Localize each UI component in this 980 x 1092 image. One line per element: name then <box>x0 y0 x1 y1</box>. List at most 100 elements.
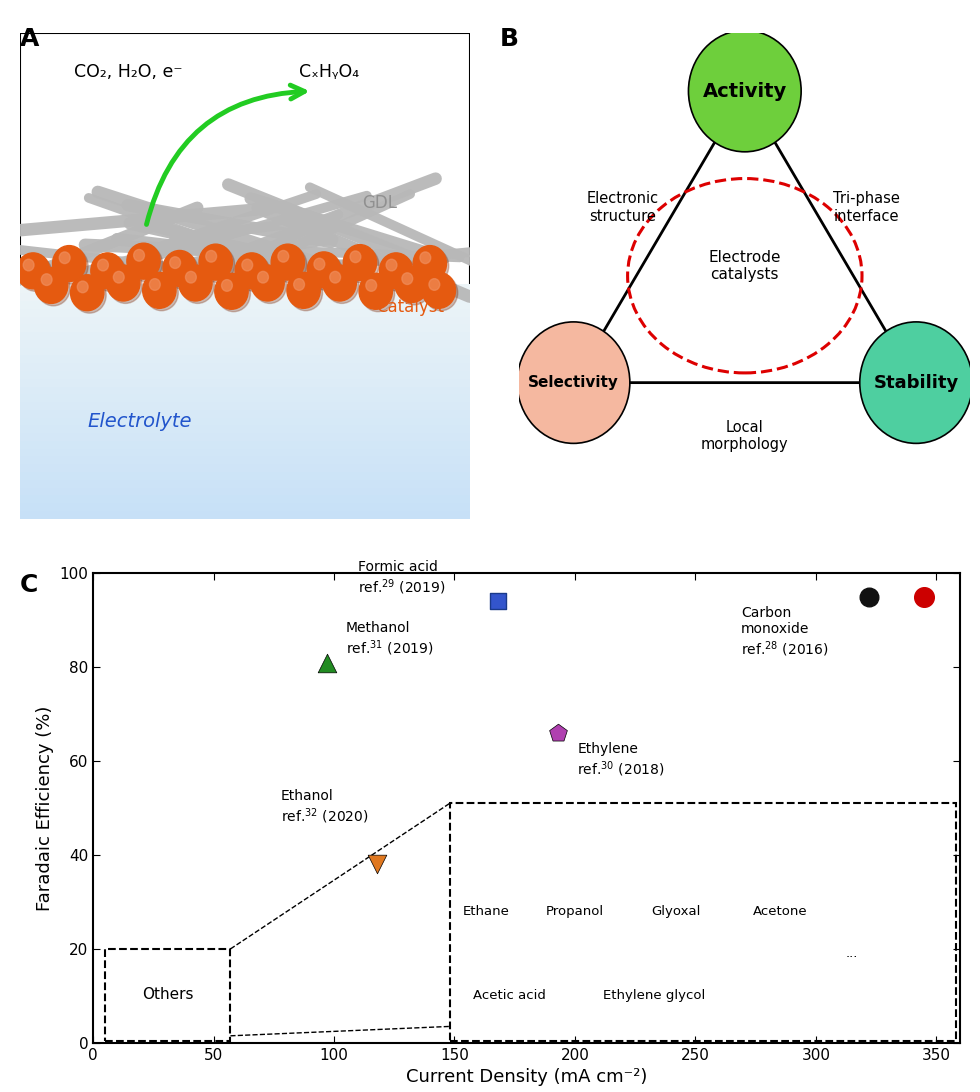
Bar <box>450 804 956 1041</box>
Circle shape <box>107 265 140 301</box>
Circle shape <box>185 271 196 283</box>
Circle shape <box>170 257 180 269</box>
Circle shape <box>310 254 343 290</box>
Circle shape <box>346 247 379 283</box>
Circle shape <box>166 253 199 289</box>
Text: Tri-phase
interface: Tri-phase interface <box>833 191 900 224</box>
Bar <box>20 346 470 355</box>
Circle shape <box>294 278 305 290</box>
Bar <box>20 339 470 347</box>
Text: Formic acid
ref.$^{29}$ (2019): Formic acid ref.$^{29}$ (2019) <box>358 560 446 596</box>
Text: Ethanol
ref.$^{32}$ (2020): Ethanol ref.$^{32}$ (2020) <box>281 790 368 826</box>
Bar <box>20 417 470 426</box>
Bar <box>20 479 470 488</box>
Bar <box>20 308 470 317</box>
Circle shape <box>235 253 269 289</box>
Circle shape <box>343 245 376 281</box>
Bar <box>20 300 470 309</box>
Circle shape <box>273 247 307 283</box>
Circle shape <box>206 250 217 262</box>
Text: C: C <box>20 573 38 597</box>
Circle shape <box>350 251 361 262</box>
Circle shape <box>221 280 232 292</box>
Circle shape <box>133 249 144 261</box>
Bar <box>20 355 470 364</box>
Text: Selectivity: Selectivity <box>528 376 619 390</box>
Circle shape <box>253 268 286 304</box>
Bar <box>20 440 470 449</box>
Circle shape <box>178 265 212 301</box>
Circle shape <box>242 259 253 271</box>
X-axis label: Current Density (mA cm⁻²): Current Density (mA cm⁻²) <box>406 1068 648 1087</box>
Text: Glyoxal: Glyoxal <box>652 905 701 918</box>
Circle shape <box>419 252 431 263</box>
Bar <box>20 502 470 511</box>
Circle shape <box>181 268 215 304</box>
Circle shape <box>55 248 88 284</box>
Text: Ethylene glycol: Ethylene glycol <box>604 989 706 1002</box>
Bar <box>20 425 470 434</box>
Circle shape <box>24 259 34 271</box>
Text: ...: ... <box>846 947 858 960</box>
Circle shape <box>314 258 324 270</box>
Text: Acetone: Acetone <box>753 905 807 918</box>
Bar <box>20 323 470 332</box>
Bar <box>20 463 470 472</box>
Circle shape <box>163 250 196 286</box>
Circle shape <box>422 272 456 308</box>
Circle shape <box>129 246 163 282</box>
Text: Electrolyte: Electrolyte <box>87 412 192 431</box>
Circle shape <box>424 275 458 311</box>
Text: Electrode
catalysts: Electrode catalysts <box>709 250 781 282</box>
Circle shape <box>289 275 322 311</box>
Circle shape <box>71 275 104 311</box>
Bar <box>20 448 470 456</box>
Circle shape <box>77 281 88 293</box>
Text: Ethane: Ethane <box>463 905 510 918</box>
Circle shape <box>278 250 289 262</box>
Circle shape <box>237 256 270 292</box>
Bar <box>20 316 470 324</box>
Point <box>369 856 385 874</box>
Circle shape <box>59 252 71 263</box>
Bar <box>20 495 470 503</box>
Text: Carbon
monoxide
ref.$^{28}$ (2016): Carbon monoxide ref.$^{28}$ (2016) <box>741 606 829 658</box>
Circle shape <box>429 278 440 290</box>
Text: A: A <box>20 27 39 51</box>
Circle shape <box>126 244 161 280</box>
Circle shape <box>359 273 392 309</box>
Circle shape <box>414 246 447 282</box>
Text: Catalyst: Catalyst <box>375 298 444 317</box>
Text: Stability: Stability <box>873 373 958 392</box>
Text: Acetic acid: Acetic acid <box>473 989 546 1002</box>
Bar <box>105 949 230 1041</box>
Circle shape <box>19 256 52 292</box>
Text: Methanol
ref.$^{31}$ (2019): Methanol ref.$^{31}$ (2019) <box>346 621 434 657</box>
Y-axis label: Faradaic Efficiency (%): Faradaic Efficiency (%) <box>36 705 54 911</box>
Bar <box>20 293 470 301</box>
Circle shape <box>362 275 395 311</box>
Circle shape <box>73 277 106 313</box>
Text: Local
morphology: Local morphology <box>701 420 789 452</box>
Circle shape <box>41 274 52 285</box>
Bar <box>20 331 470 340</box>
Text: CₓHᵧO₄: CₓHᵧO₄ <box>299 62 360 81</box>
Circle shape <box>859 322 972 443</box>
Text: Activity: Activity <box>703 82 787 100</box>
Circle shape <box>109 268 142 304</box>
Bar <box>20 378 470 387</box>
Circle shape <box>201 247 234 283</box>
Bar <box>20 363 470 371</box>
Bar <box>20 510 470 519</box>
Circle shape <box>271 245 305 281</box>
Bar <box>20 285 470 294</box>
Circle shape <box>53 246 86 282</box>
Circle shape <box>91 253 124 289</box>
Bar <box>20 432 470 441</box>
Point <box>490 593 506 610</box>
Circle shape <box>381 256 415 292</box>
Circle shape <box>258 271 269 283</box>
Circle shape <box>143 272 176 308</box>
Circle shape <box>149 278 161 290</box>
Circle shape <box>93 256 126 292</box>
